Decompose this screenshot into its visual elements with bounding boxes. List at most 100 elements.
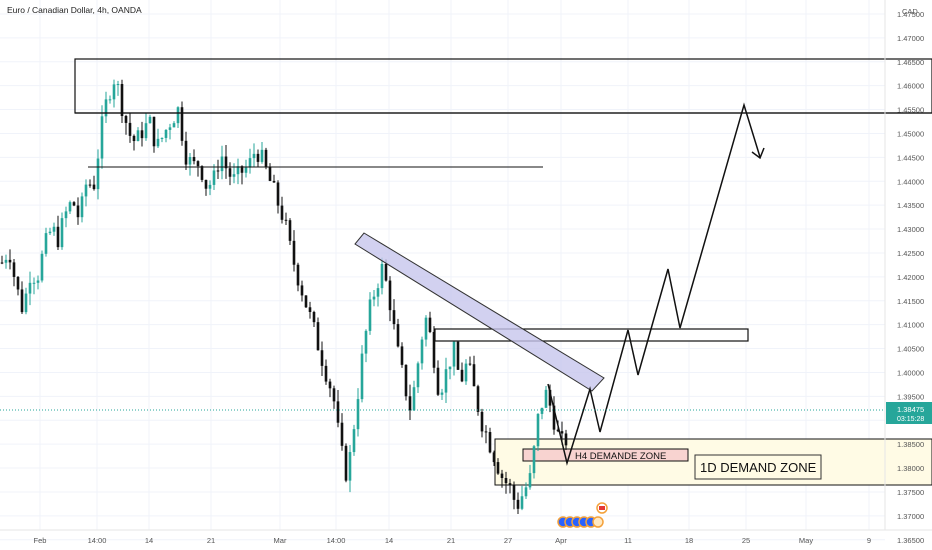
price-axis[interactable]: 1.47500 1.47000 1.46500 1.46000 1.45500 1.450… (884, 0, 932, 550)
time-tick-label: 18 (685, 536, 693, 545)
candle-body (484, 431, 488, 433)
candle-body (524, 487, 528, 497)
price-tick-label: 1.40000 (897, 368, 924, 377)
price-tick-label: 1.38000 (897, 464, 924, 473)
time-tick-label: Mar (274, 536, 287, 545)
candle-body (84, 184, 88, 197)
candle-body (384, 263, 388, 281)
candle-body (504, 477, 508, 484)
candle-body (292, 240, 296, 265)
candle-body (8, 259, 12, 263)
time-tick-label: 14 (145, 536, 153, 545)
economic-events[interactable] (557, 502, 608, 528)
candle-body (300, 285, 304, 296)
candle-body (200, 166, 204, 180)
candle-body (156, 138, 160, 147)
candle-body (244, 167, 248, 173)
candle-body (380, 263, 384, 289)
candle-body (332, 388, 336, 402)
candle-body (232, 174, 236, 177)
candle-body (320, 350, 324, 366)
price-tick-label: 1.46000 (897, 82, 924, 91)
candle-body (64, 211, 68, 219)
candle-body (240, 166, 244, 173)
candle-body (548, 389, 552, 406)
candle-body (76, 205, 80, 218)
candle-body (28, 282, 32, 294)
candle-body (308, 307, 312, 312)
candle-body (528, 473, 532, 488)
candle-body (188, 156, 192, 165)
candle-body (16, 276, 20, 290)
candle-body (276, 182, 280, 206)
candle-body (560, 431, 564, 434)
candle-body (364, 330, 368, 354)
price-tick-label: 1.43000 (897, 225, 924, 234)
candle-body (416, 363, 420, 388)
price-tick-label: 1.47500 (897, 10, 924, 19)
time-tick-label: Apr (555, 536, 567, 545)
candle-body (264, 149, 268, 167)
candle-body (544, 389, 548, 408)
candle-body (296, 264, 300, 286)
candle-body (100, 116, 104, 159)
candle-body (152, 116, 156, 147)
candle-body (192, 156, 196, 162)
candle-body (448, 366, 452, 370)
candle-body (488, 432, 492, 453)
flag-event-mark (599, 506, 605, 510)
candle-body (168, 127, 172, 130)
descending-channel (354, 232, 605, 392)
candle-body (444, 369, 448, 393)
candle-body (400, 346, 404, 365)
candle-body (464, 363, 468, 382)
candle-body (4, 259, 8, 263)
time-axis[interactable]: Feb 14:00 14 21 Mar 14:00 14 21 27 Apr 11 18 25 May 9 (0, 529, 932, 545)
candle-body (48, 231, 52, 234)
price-tick-label: 1.41500 (897, 297, 924, 306)
price-tick-label: 1.45500 (897, 106, 924, 115)
candle-body (432, 331, 436, 368)
resistance-box-mid (434, 328, 749, 342)
candle-body (288, 220, 292, 241)
candle-body (452, 341, 456, 367)
candle-body (396, 324, 400, 347)
symbol-title: Euro / Canadian Dollar, 4h, OANDA (7, 5, 142, 15)
price-tag (886, 402, 932, 424)
candle-body (340, 422, 344, 446)
candle-body (392, 310, 396, 325)
candle-body (532, 446, 536, 474)
price-tick-label: 1.44500 (897, 153, 924, 162)
price-tag-value: 1.38475 (897, 405, 924, 414)
price-tag-countdown: 03:15:28 (897, 416, 924, 423)
candle-body (196, 161, 200, 167)
candle-body (468, 363, 472, 365)
price-tick-label: 1.46500 (897, 58, 924, 67)
event-icon[interactable] (592, 516, 604, 528)
candle-body (140, 130, 144, 139)
1d-zone-label: 1D DEMAND ZONE (700, 460, 817, 475)
candle-body (304, 295, 308, 308)
currency-label: CAD (902, 7, 918, 16)
price-tick-label: 1.41000 (897, 321, 924, 330)
candle-body (32, 282, 36, 284)
candle-body (556, 429, 560, 432)
candle-body (376, 288, 380, 297)
candle-body (148, 116, 152, 124)
candle-body (412, 387, 416, 411)
price-tick-label: 1.44000 (897, 177, 924, 186)
candle-body (228, 168, 232, 177)
candle-body (360, 353, 364, 400)
time-tick-label: 21 (447, 536, 455, 545)
candle-body (44, 233, 48, 254)
price-tick-label: 1.42500 (897, 249, 924, 258)
candle-body (472, 364, 476, 387)
1d-zone-label-box (694, 454, 822, 480)
candle-body (212, 170, 216, 185)
candle-body (336, 401, 340, 423)
candle-body (460, 369, 464, 382)
time-tick-label: May (799, 536, 813, 545)
candle-body (52, 226, 56, 232)
candle-body (428, 317, 432, 332)
